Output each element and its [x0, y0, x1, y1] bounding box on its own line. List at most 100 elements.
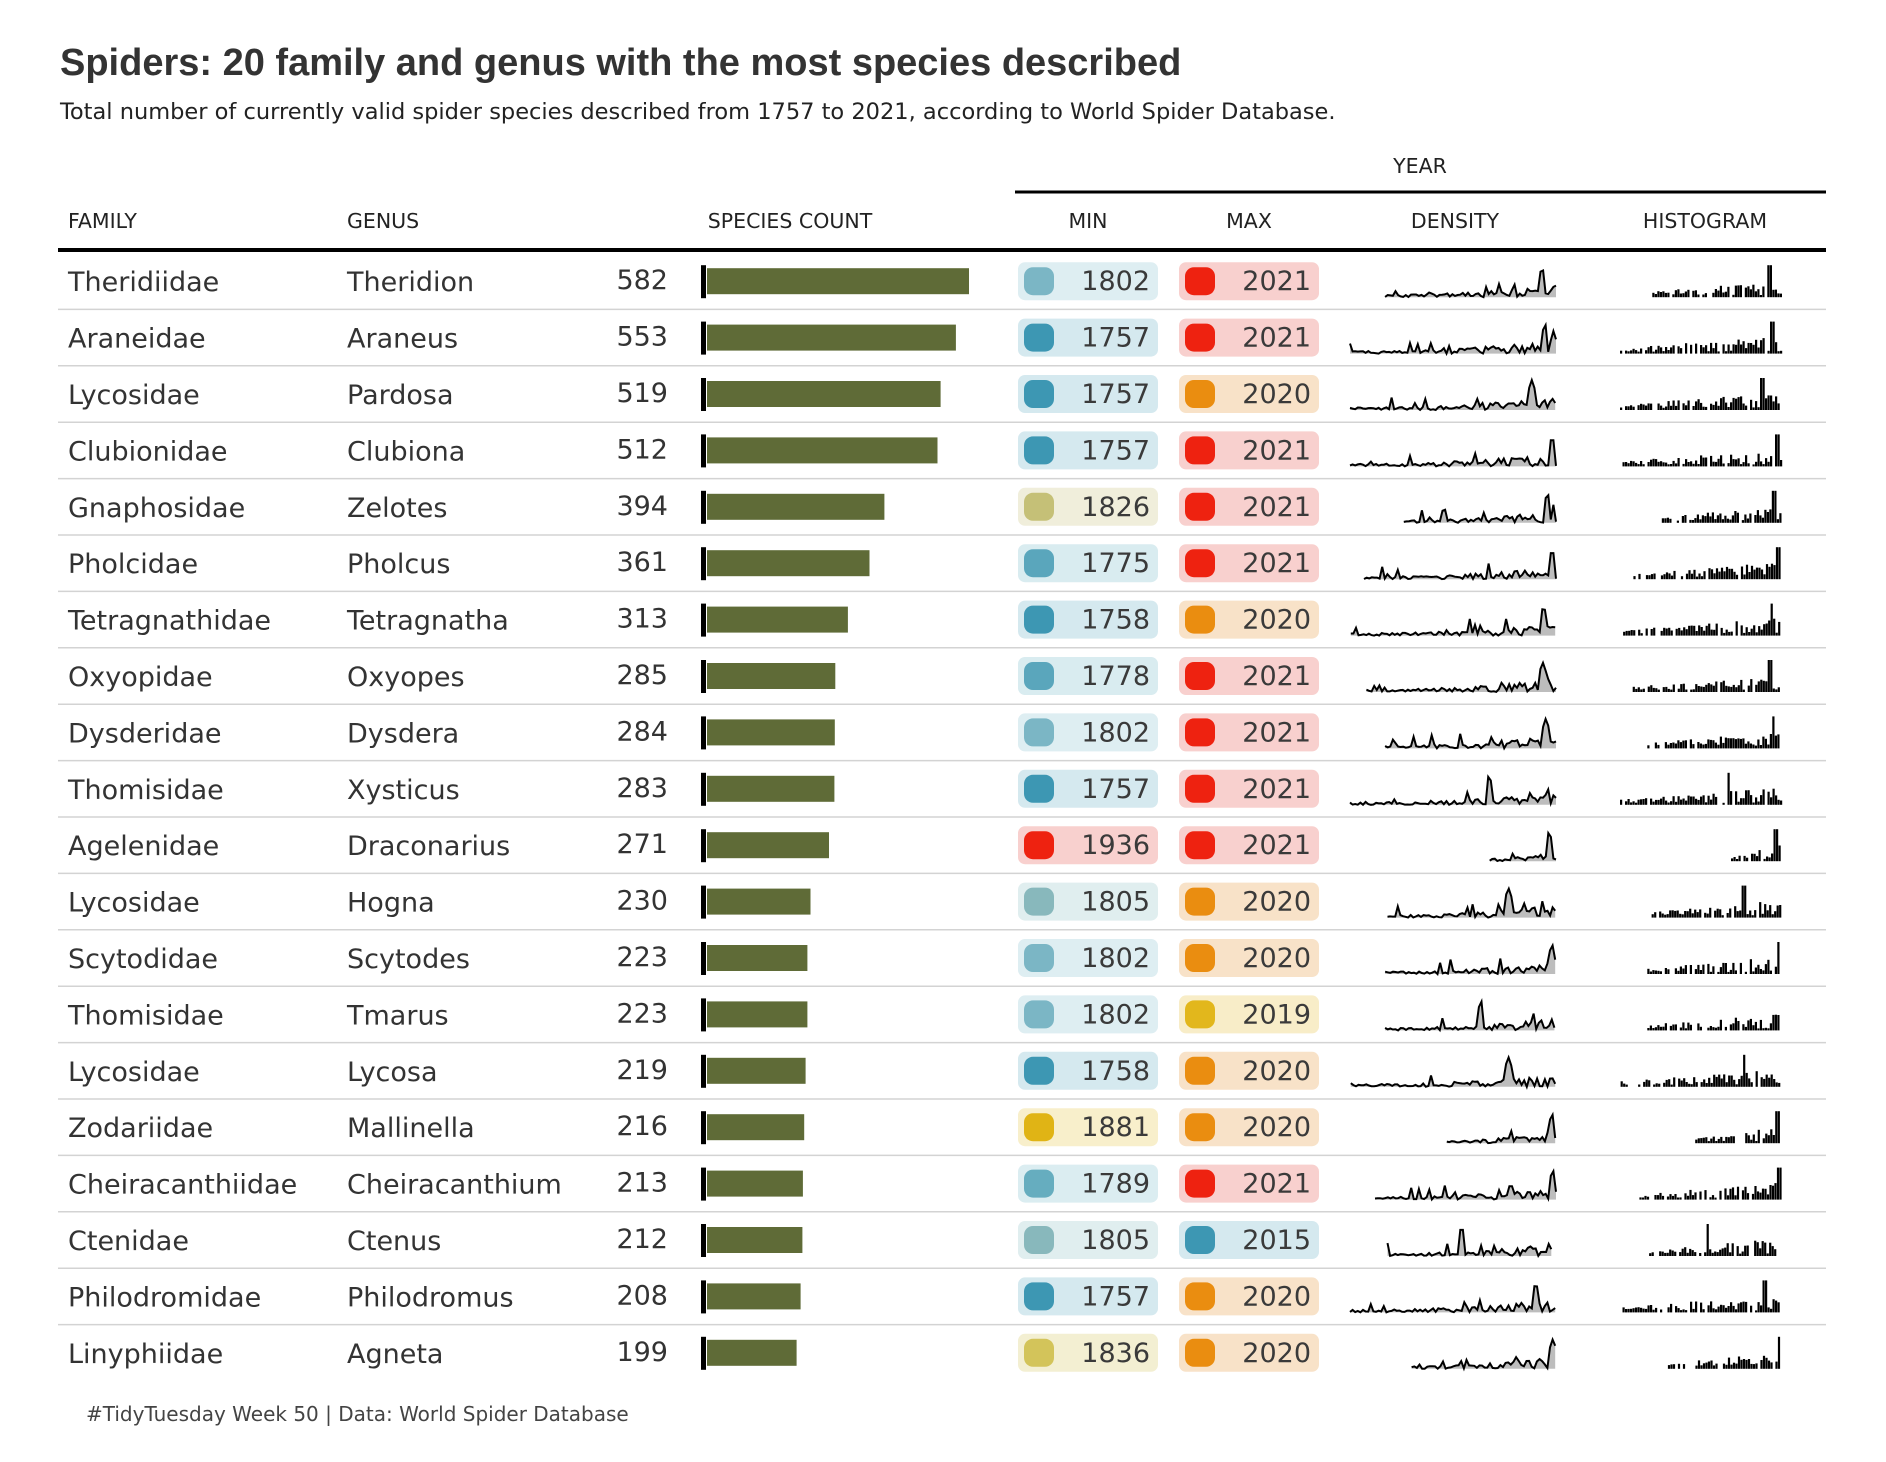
genus-cell: Ctenus [347, 1226, 441, 1257]
histogram-bar [1723, 632, 1726, 636]
histogram-bar [1684, 1247, 1687, 1256]
histogram-bar [1735, 1084, 1738, 1087]
histogram-bar [1642, 799, 1645, 805]
histogram-bar [1692, 463, 1695, 467]
histogram-bar [1674, 968, 1677, 974]
bar-axis [701, 1167, 706, 1201]
histogram-sparkline [1639, 1167, 1782, 1200]
family-cell: Linyphiidae [68, 1339, 223, 1370]
histogram-bar [1694, 909, 1697, 918]
max-swatch [1185, 267, 1215, 296]
max-year: 2020 [1242, 943, 1311, 974]
histogram-bar [1653, 573, 1656, 580]
histogram-bar [1625, 350, 1628, 354]
histogram-bar [1694, 518, 1697, 523]
histogram-bar [1695, 1365, 1698, 1369]
histogram-bar [1620, 1081, 1623, 1087]
density-area [1350, 609, 1556, 636]
histogram-bar [1768, 1077, 1771, 1087]
histogram-bar [1777, 1336, 1781, 1369]
histogram-bar [1650, 403, 1653, 410]
histogram-bar [1735, 574, 1739, 580]
histogram-bar [1680, 684, 1683, 692]
bar-axis [701, 660, 706, 693]
histogram-sparkline [1632, 660, 1780, 692]
histogram-bar [1777, 1302, 1780, 1313]
histogram-bar [1695, 460, 1698, 467]
max-pill [1179, 995, 1319, 1034]
max-swatch [1185, 774, 1215, 803]
histogram-bar [1722, 962, 1725, 974]
histogram-bar [1753, 853, 1756, 862]
family-cell: Cheiracanthiidae [68, 1170, 297, 1201]
histogram-bar [1760, 569, 1764, 580]
histogram-bar [1756, 1242, 1759, 1256]
histogram-bar [1682, 683, 1685, 692]
histogram-bar [1666, 517, 1669, 523]
max-pill [1179, 1221, 1319, 1259]
histogram-bar [1720, 567, 1724, 580]
histogram-bar [1669, 518, 1672, 523]
histogram-bar [1632, 406, 1635, 410]
family-cell: Ctenidae [68, 1226, 189, 1257]
histogram-bar [1739, 962, 1742, 974]
histogram-bar [1675, 628, 1678, 636]
histogram-bar [1732, 684, 1735, 692]
histogram-bar [1650, 629, 1653, 636]
histogram-bar [1757, 964, 1760, 974]
histogram-bar [1643, 1081, 1646, 1087]
histogram-bar [1735, 621, 1738, 636]
min-pill [1018, 657, 1158, 695]
histogram-bar [1669, 910, 1672, 918]
histogram-bar [1724, 1188, 1727, 1200]
histogram-bar [1653, 627, 1656, 636]
histogram-bar [1743, 574, 1746, 580]
histogram-bar [1682, 1364, 1686, 1369]
chart-subtitle: Total number of currently valid spider s… [60, 99, 1336, 125]
count-label: 230 [616, 886, 668, 917]
histogram-bar [1767, 265, 1770, 298]
histogram-bar [1740, 1075, 1743, 1087]
min-year: 1757 [1081, 323, 1150, 354]
count-bar [707, 324, 956, 351]
histogram-bar [1718, 1074, 1721, 1087]
histogram-bar [1710, 569, 1714, 580]
histogram-bar [1689, 1189, 1692, 1200]
table-row: Lycosidae Lycosa 219 1758 2020 [58, 1051, 1826, 1100]
histogram-bar [1720, 455, 1723, 467]
histogram-bar [1770, 395, 1773, 410]
histogram-bar [1647, 347, 1650, 354]
histogram-bar [1736, 859, 1739, 862]
histogram-bar [1752, 407, 1755, 410]
min-swatch [1024, 605, 1054, 634]
histogram-bar [1697, 742, 1700, 749]
histogram-bar [1682, 403, 1685, 410]
family-cell: Thomisidae [67, 1000, 224, 1031]
histogram-bar [1719, 285, 1722, 298]
histogram-bar [1664, 968, 1667, 974]
histogram-bar [1713, 629, 1716, 636]
histogram-bar [1725, 1082, 1728, 1087]
histogram-bar [1627, 406, 1630, 410]
histogram-bar [1627, 463, 1630, 467]
histogram-bar [1777, 351, 1780, 354]
histogram-bar [1717, 971, 1720, 974]
histogram-bar [1744, 514, 1747, 523]
genus-cell: Lycosa [347, 1057, 438, 1088]
max-year: 2021 [1242, 774, 1311, 805]
min-swatch [1024, 492, 1054, 521]
histogram-bar [1759, 1248, 1762, 1256]
histogram-bar [1691, 520, 1694, 523]
histogram-bar [1777, 1111, 1780, 1144]
histogram-bar [1742, 689, 1745, 692]
histogram-bar [1752, 744, 1755, 749]
histogram-bar [1657, 970, 1660, 974]
histogram-bar [1679, 742, 1682, 749]
max-pill [1179, 487, 1319, 526]
histogram-bar [1667, 1365, 1671, 1369]
histogram-bar [1645, 405, 1648, 410]
histogram-bar [1711, 1195, 1715, 1200]
histogram-bar [1657, 291, 1660, 298]
histogram-bar [1685, 800, 1688, 805]
count-label: 582 [616, 265, 668, 296]
